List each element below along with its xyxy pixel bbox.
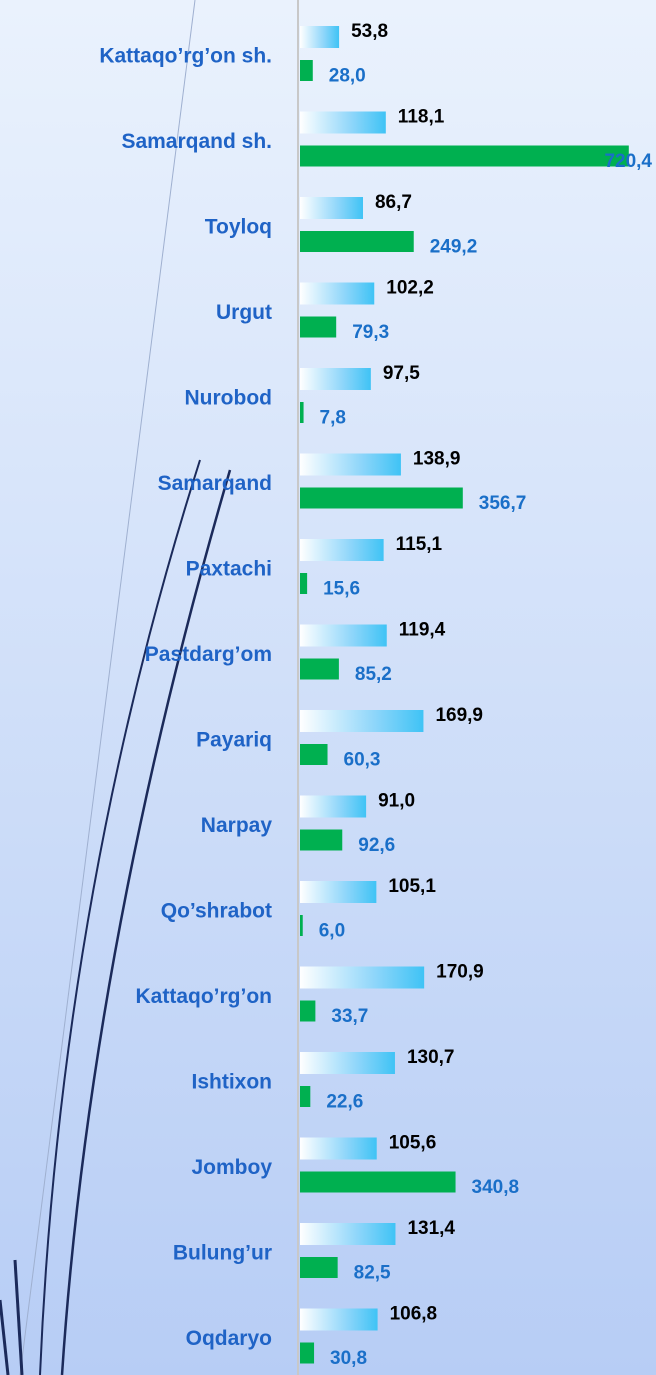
value-label: 138,9 bbox=[413, 449, 461, 470]
bar bbox=[300, 26, 340, 48]
value-label: 105,1 bbox=[388, 876, 436, 897]
category-label: Kattaqo’rg’on sh. bbox=[99, 45, 272, 68]
bar bbox=[300, 145, 629, 167]
value-label: 53,8 bbox=[351, 21, 388, 42]
value-label: 82,5 bbox=[354, 1263, 391, 1284]
value-label: 119,4 bbox=[399, 620, 446, 641]
value-label: 85,2 bbox=[355, 664, 392, 685]
bar bbox=[300, 829, 343, 851]
value-label: 170,9 bbox=[436, 962, 484, 983]
bar bbox=[300, 658, 339, 680]
bar bbox=[300, 197, 363, 219]
value-label: 7,8 bbox=[320, 408, 346, 429]
category-label: Qo’shrabot bbox=[161, 900, 272, 923]
value-label: 22,6 bbox=[326, 1092, 363, 1113]
category-label: Payariq bbox=[196, 729, 272, 752]
category-label: Kattaqo’rg’on bbox=[136, 985, 273, 1008]
value-label: 91,0 bbox=[378, 791, 415, 812]
bar bbox=[300, 539, 384, 561]
category-label: Pastdarg’om bbox=[145, 643, 272, 666]
value-label: 130,7 bbox=[407, 1047, 455, 1068]
value-label: 102,2 bbox=[386, 278, 434, 299]
value-label: 720,4 bbox=[604, 151, 652, 172]
bar bbox=[300, 881, 377, 903]
bar bbox=[300, 1052, 395, 1074]
value-label: 105,6 bbox=[389, 1133, 437, 1154]
value-label: 115,1 bbox=[396, 534, 443, 555]
bar bbox=[300, 453, 401, 476]
value-label: 60,3 bbox=[344, 750, 381, 771]
bar bbox=[300, 624, 387, 647]
bar bbox=[300, 487, 463, 509]
bar bbox=[300, 402, 304, 423]
bar bbox=[300, 744, 328, 765]
category-label: Samarqand sh. bbox=[121, 130, 272, 153]
bar bbox=[300, 1223, 396, 1245]
value-label: 356,7 bbox=[479, 493, 527, 514]
bar bbox=[300, 1257, 338, 1278]
bar bbox=[300, 1137, 377, 1160]
bar bbox=[300, 282, 375, 305]
category-label: Ishtixon bbox=[191, 1071, 272, 1094]
category-label: Toyloq bbox=[205, 216, 272, 239]
value-label: 92,6 bbox=[358, 835, 395, 856]
category-label: Samarqand bbox=[158, 472, 272, 495]
category-label: Jomboy bbox=[191, 1156, 272, 1179]
value-label: 131,4 bbox=[407, 1218, 455, 1239]
value-label: 118,1 bbox=[398, 107, 445, 128]
bar bbox=[300, 1171, 456, 1193]
category-label: Bulung’ur bbox=[173, 1242, 272, 1265]
bar bbox=[300, 1086, 311, 1107]
value-label: 106,8 bbox=[390, 1304, 438, 1325]
bar bbox=[300, 1000, 316, 1022]
bar bbox=[300, 573, 308, 594]
value-label: 249,2 bbox=[430, 237, 478, 258]
category-label: Paxtachi bbox=[186, 558, 272, 581]
value-label: 30,8 bbox=[330, 1348, 367, 1369]
category-label: Nurobod bbox=[185, 387, 272, 410]
value-label: 169,9 bbox=[435, 705, 483, 726]
value-label: 79,3 bbox=[352, 322, 389, 343]
bar bbox=[300, 111, 386, 134]
bar bbox=[300, 1342, 315, 1364]
bar bbox=[300, 1308, 378, 1331]
category-label: Urgut bbox=[216, 301, 272, 324]
bar bbox=[300, 316, 337, 338]
value-label: 86,7 bbox=[375, 192, 412, 213]
bar bbox=[300, 368, 371, 390]
bar bbox=[300, 795, 367, 818]
bar bbox=[300, 60, 313, 81]
bar bbox=[300, 710, 424, 732]
value-label: 340,8 bbox=[472, 1177, 520, 1198]
bar bbox=[300, 231, 414, 252]
bar bbox=[300, 966, 425, 989]
plot: Kattaqo’rg’on sh. Samarqand sh. Toyloq Urgu… bbox=[99, 21, 652, 1369]
value-label: 6,0 bbox=[319, 921, 345, 942]
category-label: Oqdaryo bbox=[186, 1327, 272, 1350]
value-label: 28,0 bbox=[329, 66, 366, 87]
category-label: Narpay bbox=[201, 814, 273, 837]
bar bbox=[300, 915, 303, 936]
value-label: 97,5 bbox=[383, 363, 420, 384]
value-label: 33,7 bbox=[331, 1006, 368, 1027]
value-label: 15,6 bbox=[323, 579, 360, 600]
